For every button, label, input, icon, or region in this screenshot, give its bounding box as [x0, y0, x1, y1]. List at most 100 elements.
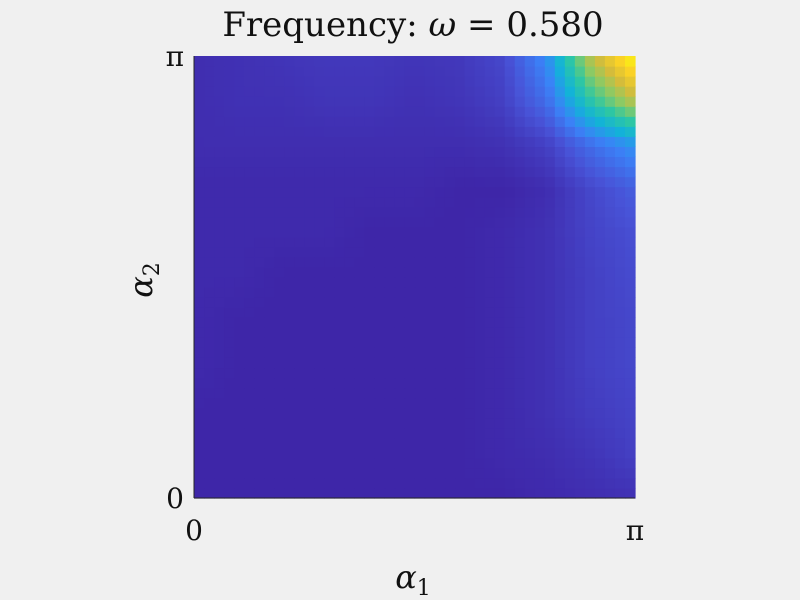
heatmap-cell	[584, 76, 596, 87]
heatmap-cell	[314, 76, 325, 87]
heatmap-cell	[234, 387, 245, 399]
heatmap-cell	[494, 347, 506, 358]
heatmap-cell	[194, 467, 205, 479]
heatmap-cell	[434, 146, 446, 158]
y-tick-label: π	[166, 40, 184, 73]
heatmap-cell	[194, 447, 205, 459]
heatmap-cell	[284, 136, 295, 148]
heatmap-cell	[484, 256, 496, 268]
heatmap-cell	[264, 216, 275, 228]
heatmap-cell	[514, 86, 526, 97]
heatmap-cell	[544, 86, 556, 97]
heatmap-cell	[304, 337, 315, 348]
heatmap-cell	[624, 307, 636, 318]
heatmap-cell	[594, 166, 606, 178]
heatmap-cell	[514, 467, 526, 479]
heatmap-cell	[354, 236, 365, 248]
heatmap-cell	[624, 467, 636, 479]
heatmap-cell	[334, 66, 345, 77]
heatmap-cell	[254, 236, 265, 248]
heatmap-cell	[264, 317, 275, 328]
heatmap-cell	[534, 256, 546, 268]
heatmap-cell	[424, 357, 436, 369]
heatmap-cell	[594, 297, 606, 308]
heatmap-cell	[494, 387, 506, 399]
heatmap-cell	[504, 457, 516, 469]
heatmap-cell	[574, 287, 586, 298]
heatmap-cell	[514, 427, 526, 439]
heatmap-cell	[344, 417, 355, 429]
heatmap-cell	[324, 427, 335, 439]
chart-title: Frequency: ω = 0.580	[222, 5, 603, 45]
heatmap-cell	[384, 176, 396, 188]
heatmap-cell	[334, 166, 345, 178]
heatmap-cell	[424, 367, 436, 379]
heatmap-cell	[314, 437, 325, 449]
heatmap-cell	[554, 156, 566, 168]
heatmap-cell	[254, 377, 265, 389]
heatmap-cell	[404, 297, 416, 308]
heatmap-cell	[564, 307, 576, 318]
heatmap-cell	[464, 266, 476, 278]
heatmap-cell	[344, 397, 355, 409]
heatmap-cell	[404, 246, 416, 258]
heatmap-cell	[264, 447, 275, 459]
heatmap-cell	[454, 367, 466, 379]
heatmap-cell	[374, 176, 386, 188]
heatmap-cell	[314, 427, 325, 439]
heatmap-cell	[244, 116, 255, 127]
heatmap-cell	[264, 277, 275, 288]
heatmap-cell	[414, 176, 426, 188]
heatmap-cell	[404, 216, 416, 228]
heatmap-cell	[454, 116, 466, 127]
heatmap-cell	[474, 126, 486, 137]
heatmap-cell	[234, 417, 245, 429]
heatmap-cell	[284, 266, 295, 278]
heatmap-cell	[214, 266, 225, 278]
heatmap-cell	[374, 327, 386, 338]
heatmap-cell	[224, 166, 235, 178]
heatmap-cell	[624, 487, 636, 499]
heatmap-cell	[494, 327, 506, 338]
heatmap-cell	[344, 226, 355, 238]
y-tick-label: 0	[166, 482, 184, 515]
heatmap-cell	[324, 287, 335, 298]
heatmap-cell	[594, 156, 606, 168]
heatmap-cell	[544, 347, 556, 358]
heatmap-cell	[364, 106, 376, 117]
heatmap-cell	[604, 337, 616, 348]
heatmap-cell	[434, 397, 446, 409]
heatmap-cell	[274, 327, 285, 338]
heatmap-cell	[624, 297, 636, 308]
heatmap-cell	[394, 477, 406, 489]
heatmap-cell	[484, 487, 496, 499]
heatmap-cell	[574, 467, 586, 479]
heatmap-cell	[394, 277, 406, 288]
heatmap-cell	[534, 367, 546, 379]
heatmap-cell	[494, 487, 506, 499]
heatmap-cell	[304, 487, 315, 499]
heatmap-cell	[564, 397, 576, 409]
heatmap-cell	[624, 357, 636, 369]
heatmap-cell	[374, 76, 386, 87]
heatmap-cell	[404, 256, 416, 268]
heatmap-cell	[534, 417, 546, 429]
heatmap-cell	[234, 477, 245, 489]
heatmap-cell	[504, 277, 516, 288]
heatmap-cell	[434, 86, 446, 97]
heatmap-cell	[194, 106, 205, 117]
heatmap-cell	[204, 246, 215, 258]
heatmap-cell	[254, 136, 265, 148]
heatmap-cell	[474, 186, 486, 198]
heatmap-cell	[234, 327, 245, 338]
heatmap-cell	[524, 136, 536, 148]
heatmap-cell	[434, 297, 446, 308]
heatmap-cell	[624, 106, 636, 117]
heatmap-cell	[354, 337, 365, 348]
heatmap-cell	[544, 66, 556, 77]
heatmap-cell	[264, 337, 275, 348]
heatmap-cell	[444, 357, 456, 369]
heatmap-cell	[624, 387, 636, 399]
heatmap-cell	[224, 236, 235, 248]
heatmap-cell	[264, 477, 275, 489]
